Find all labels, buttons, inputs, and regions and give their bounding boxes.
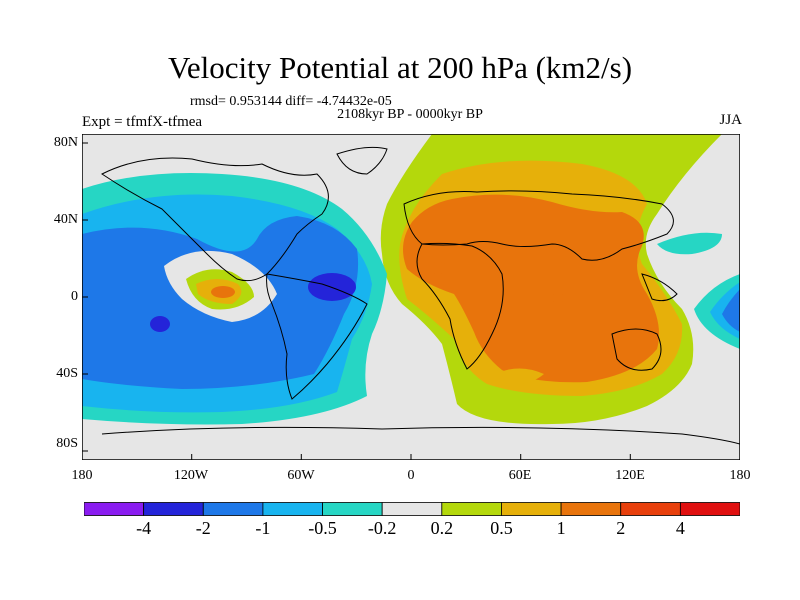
lat-label: 80N [53, 135, 78, 150]
season-label: JJA [719, 112, 742, 128]
colorbar [84, 502, 740, 516]
colorbar-swatch [262, 502, 323, 516]
colorbar-label: -0.2 [367, 518, 397, 538]
colorbar-swatch [679, 502, 740, 516]
colorbar-label: -4 [136, 518, 152, 538]
stats-text: rmsd= 0.953144 diff= -4.74432e-05 [190, 94, 392, 109]
colorbar-swatch [143, 502, 204, 516]
region-yellow-pocket [500, 368, 544, 385]
velocity-potential-map [82, 134, 740, 460]
lon-label: 120W [173, 468, 209, 483]
axis-ticks [82, 142, 631, 460]
lon-label: 180 [729, 468, 751, 483]
colorbar-label: -2 [195, 518, 211, 538]
colorbar-swatch [381, 502, 443, 516]
colorbar-label: 0.2 [430, 518, 454, 538]
colorbar-swatch [501, 502, 562, 516]
region-orange [403, 194, 660, 383]
region-blue-east [722, 289, 740, 332]
colorbar-swatch [620, 502, 681, 516]
region-orange-core [552, 293, 564, 303]
colorbar-label: 1 [556, 518, 566, 538]
lat-label: 40S [56, 366, 78, 381]
lon-label: 120E [615, 468, 645, 483]
colorbar-swatch [441, 502, 502, 516]
colorbar-swatch [322, 502, 383, 516]
colorbar-swatch [560, 502, 622, 516]
colorbar-label: -0.5 [308, 518, 337, 538]
lat-label: 80S [56, 436, 78, 451]
lon-label: 0 [407, 468, 415, 483]
lon-label: 60E [508, 468, 532, 483]
region-orange-bubble [211, 286, 235, 298]
colorbar-label: -1 [255, 518, 271, 538]
region-orange-core [428, 262, 448, 274]
lat-label: 0 [71, 289, 78, 304]
region-teal-streak [657, 232, 722, 255]
colorbar-label: 0.5 [490, 518, 513, 538]
period-text: 2108kyr BP - 0000kyr BP [337, 107, 483, 122]
colorbar-swatch [84, 502, 145, 516]
region-darkblue-core [150, 316, 170, 332]
lon-label: 60W [287, 468, 315, 483]
lat-label: 40N [53, 212, 78, 227]
colorbar-label: 2 [616, 518, 626, 538]
colorbar-label: 4 [675, 518, 685, 538]
lon-label: 180 [71, 468, 93, 483]
colorbar-swatch [202, 502, 264, 516]
map-title: Velocity Potential at 200 hPa (km2/s) [167, 50, 633, 85]
experiment-label: Expt = tfmfX-tfmea [82, 114, 203, 130]
coastlines [101, 146, 740, 445]
